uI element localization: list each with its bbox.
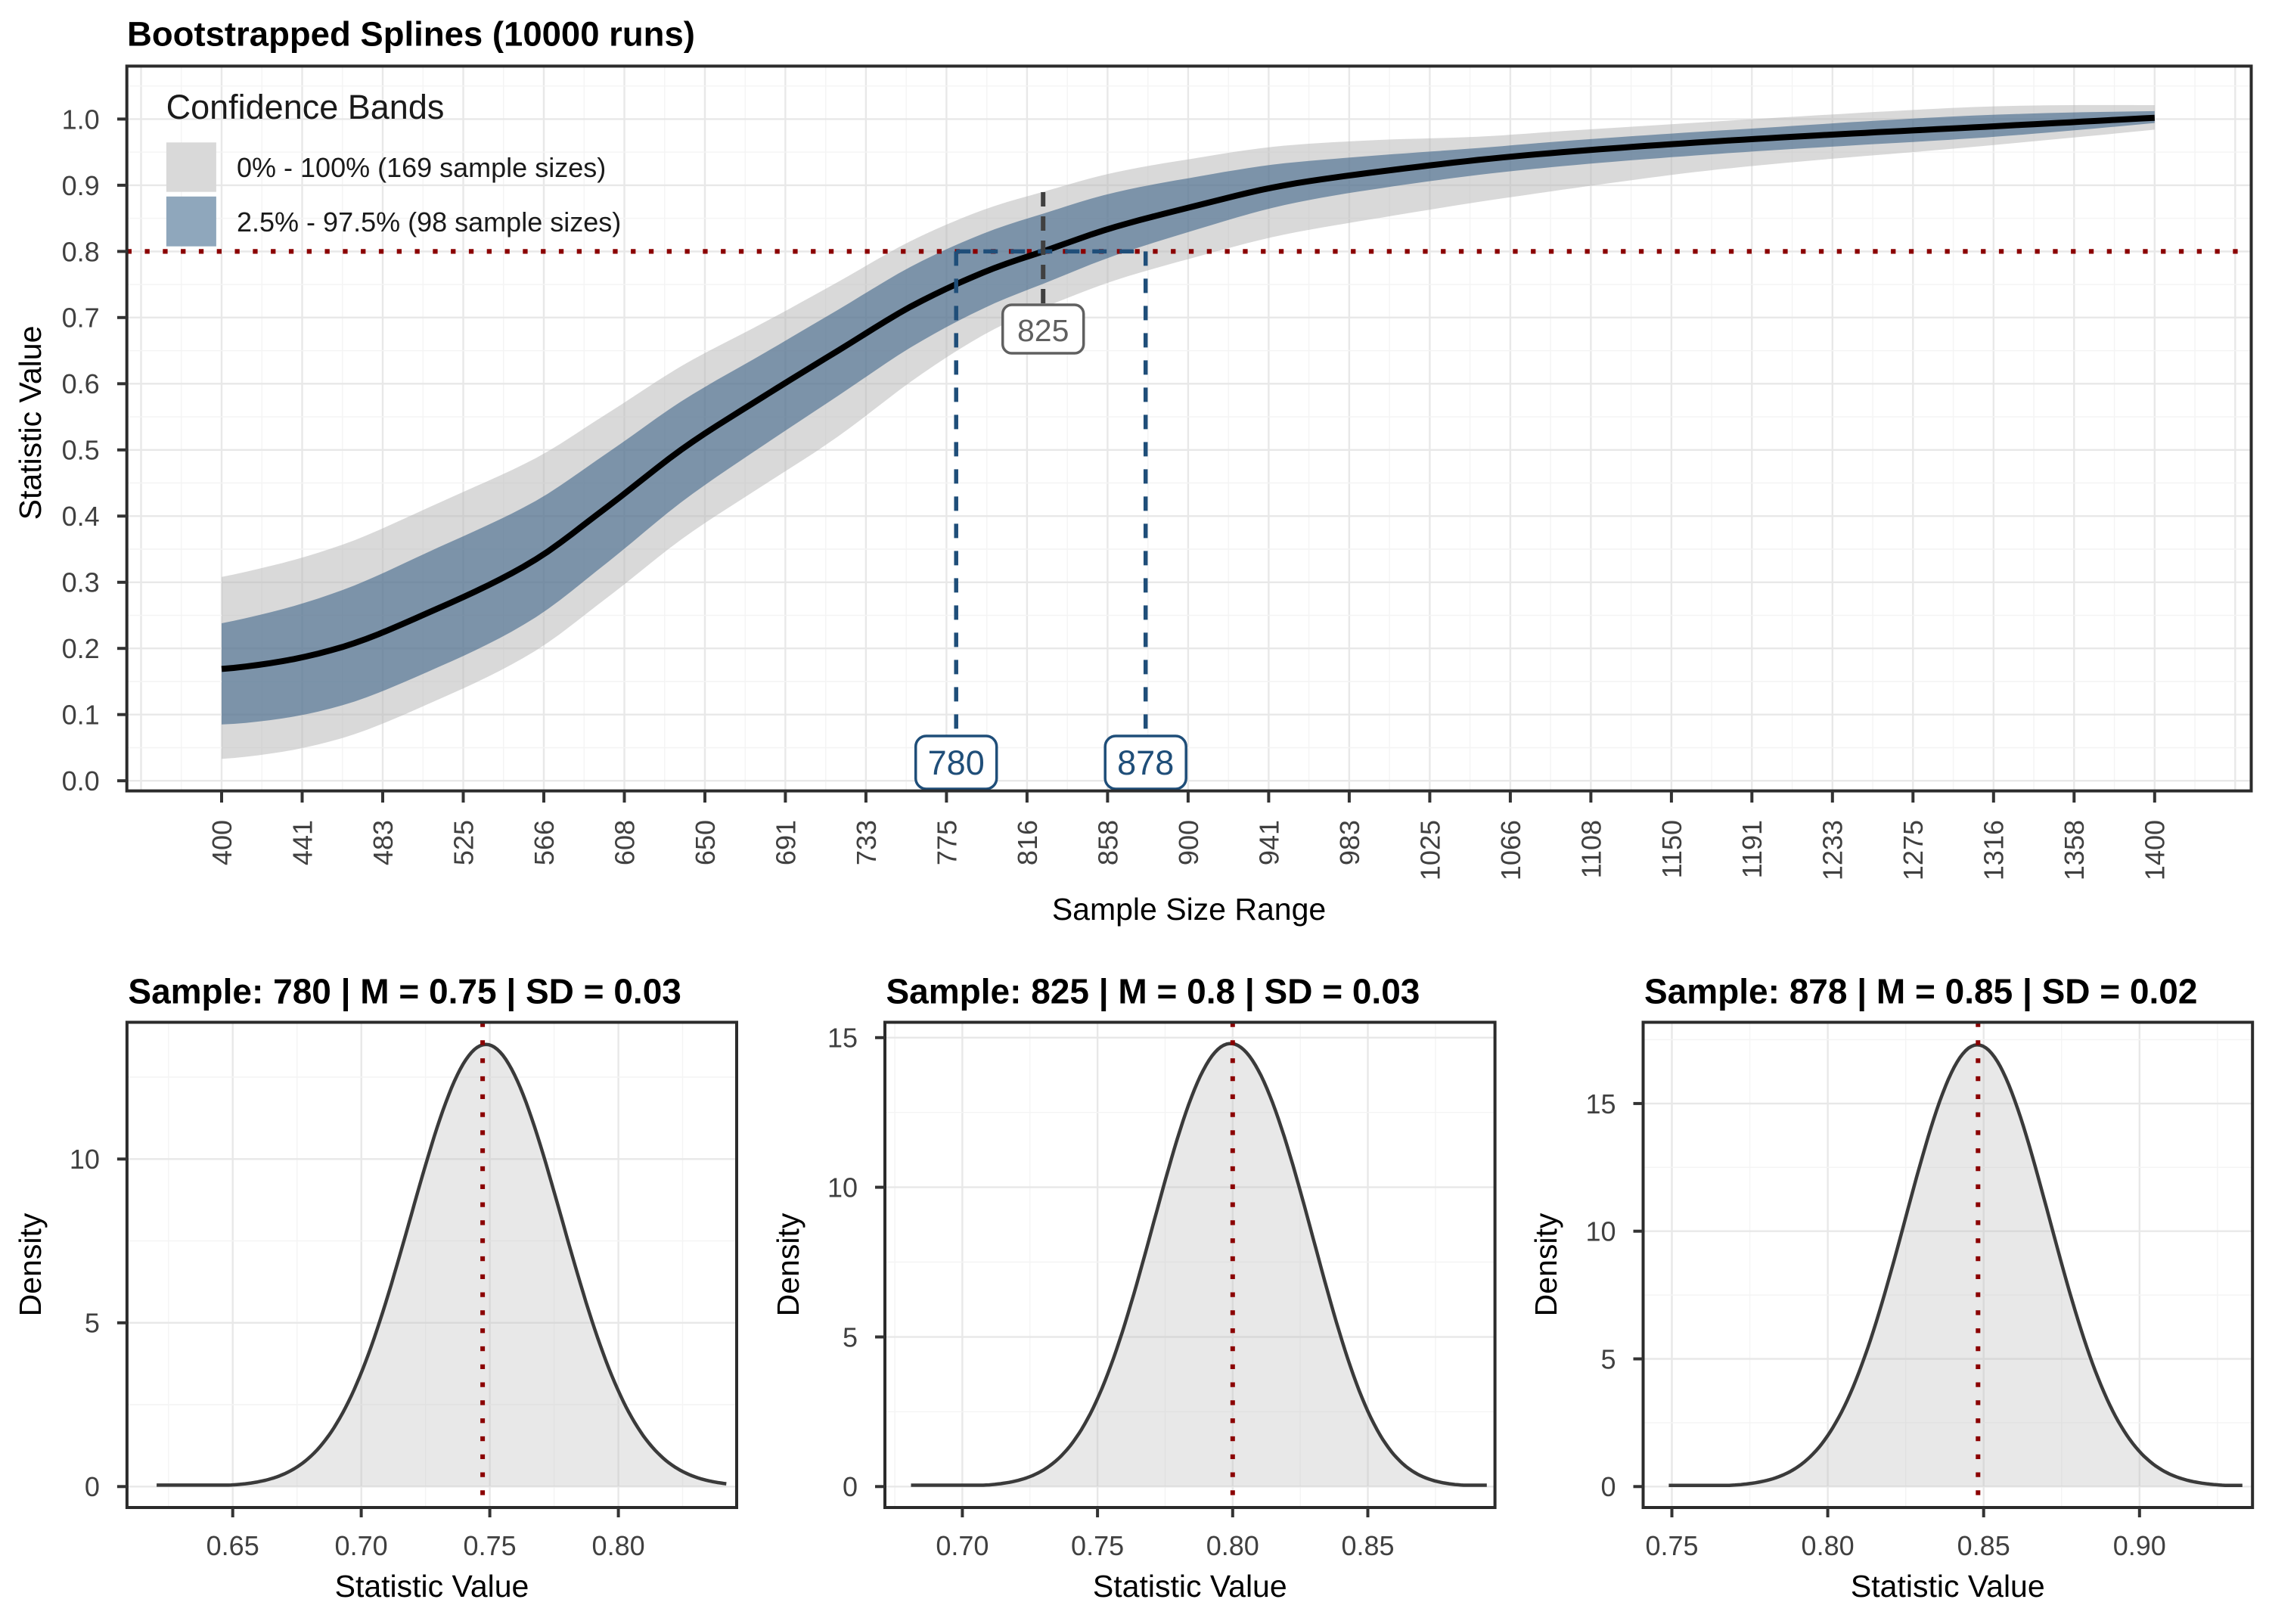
svg-text:Density: Density <box>1529 1213 1563 1316</box>
svg-text:1150: 1150 <box>1656 820 1687 878</box>
svg-text:0: 0 <box>85 1471 100 1502</box>
svg-text:0.4: 0.4 <box>62 501 100 532</box>
svg-text:1400: 1400 <box>2140 820 2171 880</box>
svg-text:Sample Size Range: Sample Size Range <box>1052 892 1326 927</box>
svg-text:Sample: 878 | M = 0.85 | SD =: Sample: 878 | M = 0.85 | SD = 0.02 <box>1644 972 2197 1011</box>
svg-text:878: 878 <box>1117 744 1174 782</box>
svg-text:1108: 1108 <box>1575 820 1606 878</box>
svg-text:733: 733 <box>851 820 882 865</box>
svg-text:825: 825 <box>1017 313 1069 348</box>
svg-text:0.75: 0.75 <box>464 1530 517 1561</box>
svg-text:650: 650 <box>690 820 721 865</box>
svg-text:0.9: 0.9 <box>62 170 100 201</box>
svg-text:816: 816 <box>1012 820 1043 865</box>
svg-text:0.1: 0.1 <box>62 700 100 731</box>
svg-text:10: 10 <box>827 1172 858 1203</box>
svg-text:0.6: 0.6 <box>62 368 100 399</box>
svg-text:1025: 1025 <box>1414 820 1445 880</box>
svg-text:566: 566 <box>529 820 560 865</box>
svg-text:0.70: 0.70 <box>936 1530 989 1561</box>
svg-text:0% - 100% (169 sample sizes): 0% - 100% (169 sample sizes) <box>237 152 606 183</box>
svg-text:1.0: 1.0 <box>62 104 100 135</box>
svg-text:608: 608 <box>609 820 640 865</box>
svg-text:Statistic Value: Statistic Value <box>1851 1569 2045 1604</box>
svg-text:15: 15 <box>1585 1088 1616 1119</box>
svg-text:0.80: 0.80 <box>1206 1530 1259 1561</box>
svg-text:0.5: 0.5 <box>62 435 100 466</box>
svg-text:483: 483 <box>368 820 399 865</box>
svg-text:Statistic Value: Statistic Value <box>1093 1569 1287 1604</box>
svg-text:0.8: 0.8 <box>62 236 100 267</box>
svg-text:0.65: 0.65 <box>206 1530 259 1561</box>
svg-text:10: 10 <box>70 1144 100 1175</box>
svg-text:775: 775 <box>931 820 962 865</box>
svg-text:Density: Density <box>771 1213 805 1316</box>
svg-text:1233: 1233 <box>1817 820 1848 880</box>
svg-text:Sample: 780 | M = 0.75 | SD =: Sample: 780 | M = 0.75 | SD = 0.03 <box>128 972 681 1011</box>
svg-text:0.0: 0.0 <box>62 765 100 796</box>
svg-text:1358: 1358 <box>2059 820 2090 880</box>
svg-text:0.70: 0.70 <box>335 1530 388 1561</box>
svg-text:983: 983 <box>1334 820 1365 865</box>
svg-text:0.2: 0.2 <box>62 633 100 664</box>
svg-text:0.75: 0.75 <box>1071 1530 1124 1561</box>
svg-text:900: 900 <box>1173 820 1204 865</box>
svg-text:941: 941 <box>1253 820 1284 865</box>
svg-text:5: 5 <box>843 1321 858 1352</box>
svg-text:0.75: 0.75 <box>1645 1530 1698 1561</box>
svg-text:400: 400 <box>206 820 237 865</box>
svg-text:525: 525 <box>448 820 479 865</box>
svg-text:0.80: 0.80 <box>592 1530 645 1561</box>
svg-text:1316: 1316 <box>1979 820 2010 880</box>
svg-text:0.85: 0.85 <box>1957 1530 2010 1561</box>
svg-text:Confidence Bands: Confidence Bands <box>166 88 445 126</box>
svg-text:441: 441 <box>287 820 318 865</box>
svg-text:1275: 1275 <box>1898 820 1929 880</box>
svg-text:691: 691 <box>770 820 801 865</box>
svg-text:0.85: 0.85 <box>1341 1530 1394 1561</box>
svg-text:Statistic Value: Statistic Value <box>13 326 48 520</box>
svg-text:5: 5 <box>85 1308 100 1339</box>
svg-text:1066: 1066 <box>1495 820 1526 880</box>
svg-text:0: 0 <box>1600 1471 1616 1502</box>
svg-text:Density: Density <box>13 1213 48 1316</box>
svg-text:0.7: 0.7 <box>62 303 100 334</box>
svg-text:Bootstrapped Splines (10000 ru: Bootstrapped Splines (10000 runs) <box>127 14 695 53</box>
svg-text:0.80: 0.80 <box>1802 1530 1855 1561</box>
svg-text:15: 15 <box>827 1023 858 1054</box>
svg-text:0.90: 0.90 <box>2113 1530 2166 1561</box>
svg-text:1191: 1191 <box>1737 820 1768 878</box>
svg-text:0: 0 <box>843 1471 858 1502</box>
svg-text:858: 858 <box>1092 820 1123 865</box>
svg-text:5: 5 <box>1600 1343 1616 1374</box>
svg-text:0.3: 0.3 <box>62 567 100 598</box>
svg-text:2.5% - 97.5% (98 sample sizes): 2.5% - 97.5% (98 sample sizes) <box>237 206 621 238</box>
svg-text:Statistic Value: Statistic Value <box>335 1569 529 1604</box>
svg-text:Sample: 825 | M = 0.8 | SD = 0: Sample: 825 | M = 0.8 | SD = 0.03 <box>886 972 1420 1011</box>
svg-text:10: 10 <box>1585 1216 1616 1247</box>
svg-text:780: 780 <box>928 744 985 782</box>
